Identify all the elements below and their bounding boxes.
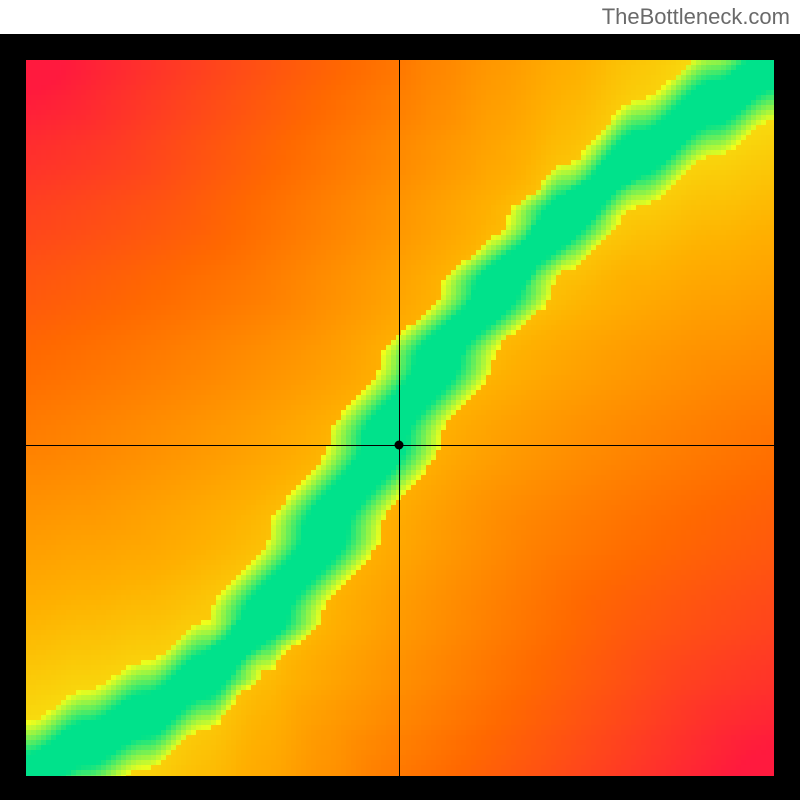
- plot-area: [26, 60, 774, 776]
- bottleneck-heatmap: [26, 60, 774, 776]
- crosshair-vertical: [399, 60, 400, 776]
- attribution-text: TheBottleneck.com: [602, 4, 790, 30]
- crosshair-marker: [394, 441, 403, 450]
- chart-frame: [0, 34, 800, 800]
